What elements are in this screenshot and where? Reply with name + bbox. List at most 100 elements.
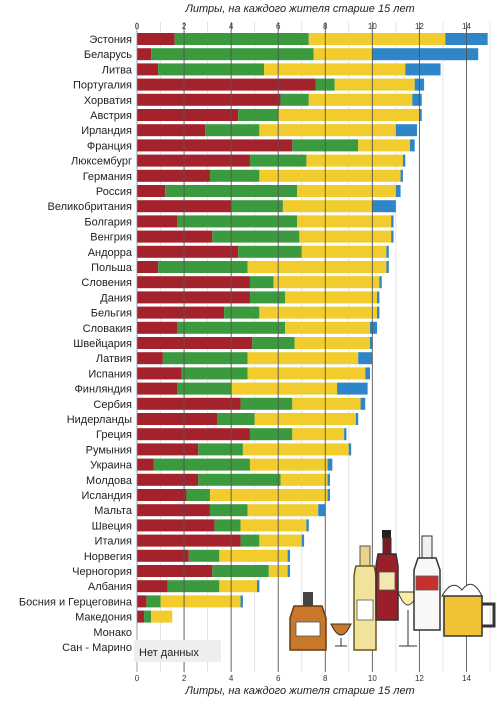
- bar-segment: [365, 367, 370, 380]
- red-wine-bottle-icon: [375, 530, 399, 621]
- bar-segment: [301, 534, 305, 547]
- country-label: Босния и Герцеговина: [19, 596, 133, 608]
- bar-segment: [249, 276, 274, 289]
- bar-segment: [327, 489, 330, 501]
- x-tick-label-bottom: 14: [462, 674, 471, 683]
- bar-segment: [146, 595, 161, 608]
- bar-segment: [264, 63, 406, 76]
- bar-segment: [224, 306, 260, 319]
- country-label: Нидерланды: [67, 414, 132, 426]
- bar-segment: [198, 443, 243, 456]
- x-tick-label-bottom: 10: [368, 674, 377, 683]
- bar-segment: [412, 93, 422, 106]
- bar-segment: [212, 565, 269, 577]
- country-label: Бельгия: [91, 308, 132, 320]
- bar-segment: [247, 504, 319, 517]
- x-tick-label-bottom: 6: [276, 674, 281, 683]
- bar-segment: [386, 261, 389, 273]
- bar-segment: [151, 610, 173, 623]
- bar-segment: [153, 458, 250, 471]
- bar-segment: [355, 413, 359, 425]
- bar-segment: [137, 230, 213, 243]
- bar-segment: [327, 473, 330, 486]
- country-label: Норвегия: [84, 551, 132, 563]
- bar-segment: [287, 549, 290, 562]
- bar-segment: [137, 33, 175, 45]
- country-label: Черногория: [72, 566, 132, 578]
- country-label: Румыния: [86, 444, 132, 456]
- bar-segment: [308, 33, 446, 45]
- bar-segment: [137, 610, 145, 623]
- bar-segment: [282, 200, 373, 213]
- bar-segment: [292, 428, 345, 441]
- country-label: Польша: [91, 262, 133, 274]
- no-data-box: Нет данных: [134, 640, 221, 662]
- bar-segment: [249, 291, 286, 304]
- bar-segment: [137, 519, 215, 532]
- bar-segment: [174, 33, 309, 45]
- country-label: Швеция: [92, 520, 132, 532]
- bar-segment: [358, 139, 410, 152]
- bar-segment: [402, 154, 406, 167]
- bar-segment: [137, 276, 250, 289]
- bar-segment: [254, 413, 356, 425]
- country-label: Монако: [93, 627, 132, 639]
- bar-segment: [409, 139, 415, 152]
- bar-segment: [259, 306, 378, 319]
- x-tick-label-top: 12: [415, 22, 424, 31]
- bar-segment: [137, 306, 225, 319]
- bar-segment: [313, 48, 373, 61]
- country-label: Эстония: [89, 34, 132, 46]
- bar-segment: [344, 428, 347, 441]
- x-tick-label-top: 2: [182, 22, 187, 31]
- bar-segment: [209, 489, 328, 501]
- country-label: Сан - Марино: [62, 642, 132, 654]
- country-label: Венгрия: [90, 232, 132, 244]
- bar-segment: [259, 534, 302, 547]
- bar-segment: [247, 367, 366, 380]
- bar-segment: [137, 534, 241, 547]
- bar-segment: [369, 321, 378, 334]
- bar-segment: [209, 504, 248, 517]
- bar-segment: [419, 109, 422, 121]
- bar-segment: [337, 382, 368, 395]
- bar-segment: [144, 610, 152, 623]
- bar-segment: [137, 397, 241, 410]
- bar-segment: [209, 169, 260, 182]
- country-label: Беларусь: [84, 49, 132, 61]
- country-label: Литва: [102, 64, 133, 76]
- bar-segment: [137, 337, 253, 349]
- country-label: Португалия: [73, 80, 132, 92]
- country-label: Андорра: [88, 247, 133, 259]
- country-label: Россия: [96, 186, 132, 198]
- x-tick-label-bottom: 12: [415, 674, 424, 683]
- bar-segment: [318, 504, 326, 517]
- bar-segment: [137, 154, 250, 167]
- bar-segment: [259, 169, 401, 182]
- bar-segment: [137, 93, 281, 106]
- bar-segment: [306, 154, 403, 167]
- bar-segment: [247, 352, 359, 365]
- bar-segment: [242, 443, 349, 456]
- bar-segment: [240, 534, 260, 547]
- bar-segment: [158, 63, 265, 76]
- bar-segment: [238, 245, 302, 258]
- bar-segment: [137, 169, 210, 182]
- bar-segment: [219, 580, 258, 593]
- x-tick-label-top: 0: [135, 22, 140, 31]
- bar-segment: [292, 397, 361, 410]
- brandy-glass-icon: [330, 623, 352, 647]
- bar-segment: [137, 245, 239, 258]
- country-label: Финляндия: [74, 384, 132, 396]
- bar-segment: [334, 78, 415, 91]
- bar-segment: [158, 261, 248, 273]
- bar-segment: [308, 93, 413, 106]
- bar-segment: [259, 124, 396, 137]
- no-data-label: Нет данных: [139, 647, 199, 659]
- bar-segment: [257, 580, 260, 593]
- cognac-bottle-icon: [289, 592, 327, 651]
- bar-segment: [137, 382, 178, 395]
- x-tick-label-top: 14: [462, 22, 471, 31]
- bar-segment: [273, 276, 380, 289]
- country-label: Сербия: [93, 399, 132, 411]
